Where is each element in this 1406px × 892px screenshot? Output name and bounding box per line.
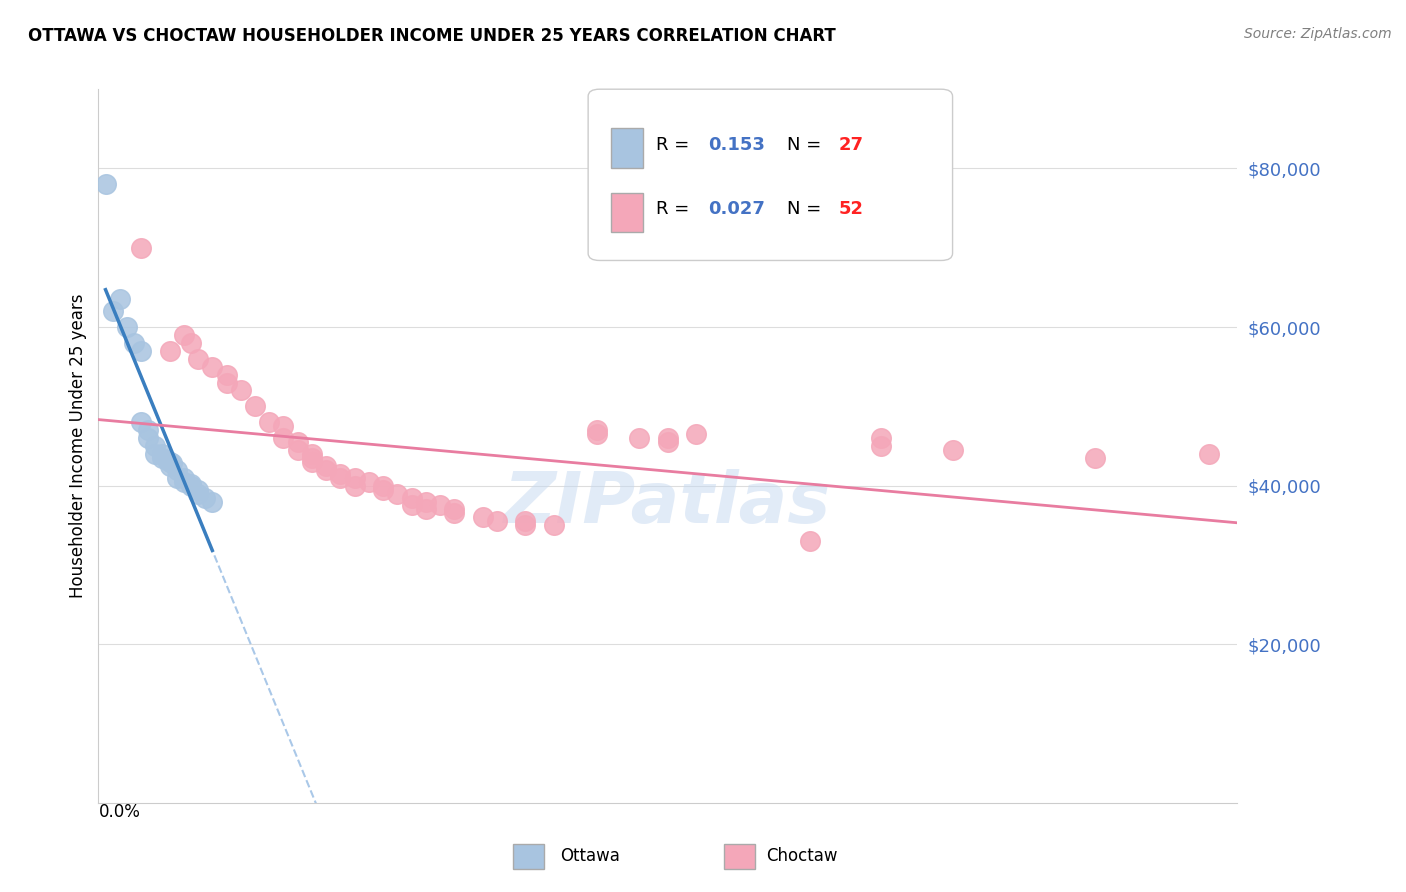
- Text: ZIPatlas: ZIPatlas: [505, 468, 831, 538]
- Point: [515, 514, 537, 528]
- Point: [187, 483, 209, 497]
- Point: [870, 439, 893, 453]
- Point: [329, 471, 352, 485]
- Point: [1198, 447, 1220, 461]
- Text: N =: N =: [787, 136, 827, 153]
- Text: R =: R =: [657, 200, 696, 218]
- Point: [166, 463, 188, 477]
- Point: [415, 502, 437, 516]
- Text: Source: ZipAtlas.com: Source: ZipAtlas.com: [1244, 27, 1392, 41]
- Text: 0.0%: 0.0%: [98, 803, 141, 821]
- Point: [201, 359, 224, 374]
- Point: [870, 431, 893, 445]
- Point: [159, 458, 181, 473]
- Point: [108, 293, 131, 307]
- Point: [173, 475, 195, 489]
- Text: OTTAWA VS CHOCTAW HOUSEHOLDER INCOME UNDER 25 YEARS CORRELATION CHART: OTTAWA VS CHOCTAW HOUSEHOLDER INCOME UND…: [28, 27, 837, 45]
- Point: [315, 463, 337, 477]
- Point: [273, 419, 295, 434]
- Point: [136, 423, 159, 437]
- Point: [152, 447, 174, 461]
- Point: [543, 518, 565, 533]
- Point: [443, 507, 465, 521]
- Point: [486, 514, 509, 528]
- Point: [685, 427, 707, 442]
- Text: Ottawa: Ottawa: [561, 847, 620, 865]
- Point: [301, 455, 323, 469]
- Text: R =: R =: [657, 136, 696, 153]
- Point: [187, 351, 209, 366]
- Point: [136, 431, 159, 445]
- Point: [215, 376, 238, 390]
- Point: [585, 427, 607, 442]
- Text: Choctaw: Choctaw: [766, 847, 837, 865]
- Text: N =: N =: [787, 200, 827, 218]
- Point: [173, 471, 195, 485]
- Point: [259, 415, 281, 429]
- Point: [287, 442, 309, 457]
- Text: 0.153: 0.153: [707, 136, 765, 153]
- Point: [357, 475, 380, 489]
- Point: [129, 415, 152, 429]
- Point: [145, 439, 167, 453]
- Text: 27: 27: [839, 136, 863, 153]
- Point: [180, 478, 202, 492]
- FancyBboxPatch shape: [588, 89, 953, 260]
- Point: [201, 494, 224, 508]
- Point: [429, 499, 451, 513]
- Point: [401, 491, 423, 505]
- Point: [942, 442, 965, 457]
- Point: [180, 477, 202, 491]
- Point: [301, 447, 323, 461]
- Point: [180, 335, 202, 350]
- Point: [129, 343, 152, 358]
- Point: [387, 486, 409, 500]
- Point: [657, 435, 679, 450]
- Point: [657, 431, 679, 445]
- Point: [373, 478, 395, 492]
- Point: [443, 502, 465, 516]
- Point: [373, 483, 395, 497]
- Point: [243, 400, 266, 414]
- Point: [215, 368, 238, 382]
- Point: [145, 447, 167, 461]
- Point: [229, 384, 252, 398]
- Point: [173, 328, 195, 343]
- Text: 52: 52: [839, 200, 863, 218]
- Point: [129, 241, 152, 255]
- Point: [343, 471, 366, 485]
- Y-axis label: Householder Income Under 25 years: Householder Income Under 25 years: [69, 293, 87, 599]
- Point: [273, 431, 295, 445]
- Point: [152, 450, 174, 465]
- Point: [287, 435, 309, 450]
- Point: [187, 486, 209, 500]
- FancyBboxPatch shape: [612, 128, 643, 168]
- Point: [515, 518, 537, 533]
- Point: [315, 458, 337, 473]
- Point: [162, 457, 184, 471]
- Point: [415, 494, 437, 508]
- Point: [329, 467, 352, 481]
- Point: [156, 453, 179, 467]
- FancyBboxPatch shape: [612, 193, 643, 232]
- Point: [1084, 450, 1107, 465]
- Point: [159, 455, 181, 469]
- Point: [343, 478, 366, 492]
- Point: [122, 335, 145, 350]
- Point: [115, 320, 138, 334]
- Point: [628, 431, 651, 445]
- Point: [94, 178, 117, 192]
- Point: [401, 499, 423, 513]
- Point: [585, 423, 607, 437]
- Text: 0.027: 0.027: [707, 200, 765, 218]
- Point: [799, 534, 821, 549]
- Point: [159, 343, 181, 358]
- Point: [471, 510, 494, 524]
- Point: [194, 491, 217, 505]
- Point: [101, 304, 124, 318]
- Point: [301, 450, 323, 465]
- Point: [166, 471, 188, 485]
